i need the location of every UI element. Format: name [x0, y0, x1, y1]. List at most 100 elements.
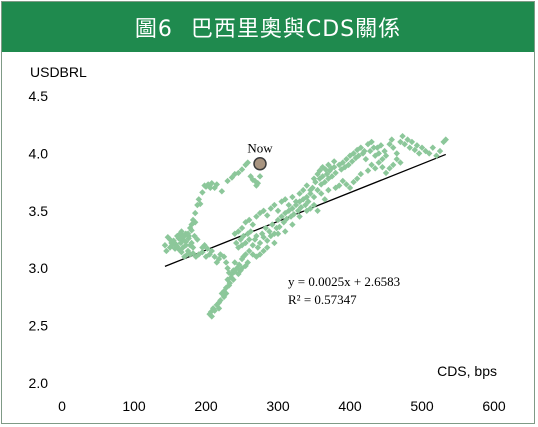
data-point [426, 150, 433, 157]
data-point [377, 142, 385, 149]
data-point [197, 200, 204, 208]
data-point [343, 181, 350, 188]
data-point [321, 196, 328, 203]
data-point [199, 189, 206, 196]
data-point [231, 259, 238, 266]
data-point [379, 163, 386, 171]
data-point [238, 242, 246, 249]
data-point [218, 188, 226, 195]
data-point [404, 136, 411, 143]
data-point [271, 201, 278, 209]
data-point [401, 141, 408, 148]
data-point [161, 242, 169, 249]
data-point [264, 244, 271, 251]
x-tick-label: 300 [266, 398, 290, 414]
data-point [242, 251, 249, 258]
data-point [375, 150, 382, 157]
data-point [370, 144, 377, 151]
data-point [179, 232, 187, 240]
data-point [192, 209, 199, 217]
data-point [237, 267, 244, 274]
data-point [388, 136, 395, 143]
data-point [339, 159, 346, 166]
data-point [184, 251, 191, 258]
data-point [222, 290, 230, 297]
data-point [436, 147, 444, 155]
data-point [292, 198, 300, 205]
data-point [269, 221, 276, 228]
data-point [260, 207, 267, 214]
data-point [361, 147, 368, 155]
data-point [348, 158, 356, 165]
data-point [322, 166, 329, 173]
data-point [302, 201, 309, 209]
data-point [289, 205, 296, 212]
data-point [328, 173, 336, 180]
data-point [253, 213, 260, 220]
data-point [325, 186, 332, 194]
data-point [274, 216, 282, 224]
data-point [283, 215, 290, 223]
tick-labels: 0 100 200 300 400 500 600 2.0 2.5 3.0 3.5 4.0 4.5 [29, 88, 506, 414]
data-point [256, 239, 264, 247]
data-point [397, 138, 404, 146]
data-point [330, 158, 338, 165]
data-point [382, 169, 390, 177]
data-point [321, 178, 328, 186]
data-point [271, 239, 278, 247]
x-tick-label: 0 [58, 398, 66, 414]
data-point [247, 228, 254, 235]
data-point [204, 245, 211, 252]
data-point [185, 232, 192, 240]
data-point [253, 232, 260, 240]
data-point [264, 212, 271, 219]
chart-title: 圖6 巴西里奧與CDS關係 [2, 2, 534, 52]
y-tick-label: 3.5 [29, 203, 49, 219]
x-tick-label: 400 [338, 398, 362, 414]
data-point [319, 173, 326, 180]
x-tick-label: 500 [410, 398, 434, 414]
data-point [249, 251, 256, 258]
data-point [220, 293, 228, 301]
data-point [192, 219, 199, 226]
data-point [362, 155, 370, 163]
data-point [296, 190, 303, 197]
data-point [163, 247, 170, 255]
data-point [238, 255, 246, 263]
data-point [314, 207, 321, 214]
data-point [318, 190, 325, 197]
data-point [289, 193, 296, 201]
data-point [393, 155, 400, 163]
data-point [390, 161, 397, 169]
data-point [240, 232, 247, 240]
data-point [350, 150, 357, 157]
data-point [235, 270, 242, 278]
data-point [235, 228, 242, 235]
data-points [161, 132, 449, 320]
chart-title-text: 巴西里奧與CDS關係 [190, 17, 402, 42]
data-point [282, 196, 289, 203]
data-point [364, 167, 372, 174]
x-tick-label: 600 [482, 398, 506, 414]
data-point [309, 184, 316, 192]
data-point [246, 216, 253, 224]
data-point [253, 182, 260, 189]
data-point [213, 181, 220, 188]
data-point [375, 159, 382, 166]
y-tick-label: 4.5 [29, 88, 49, 104]
data-point [249, 221, 256, 228]
data-point [267, 205, 274, 212]
data-point [374, 144, 381, 151]
data-point [237, 236, 244, 243]
data-point [246, 236, 253, 243]
now-marker-group: Now [247, 141, 273, 171]
data-point [310, 201, 318, 209]
data-point [354, 175, 361, 182]
data-point [176, 235, 184, 242]
data-point [345, 161, 352, 169]
data-point [411, 146, 418, 154]
figure-number: 圖6 [134, 17, 173, 42]
data-point [177, 239, 184, 247]
data-point [189, 244, 197, 251]
